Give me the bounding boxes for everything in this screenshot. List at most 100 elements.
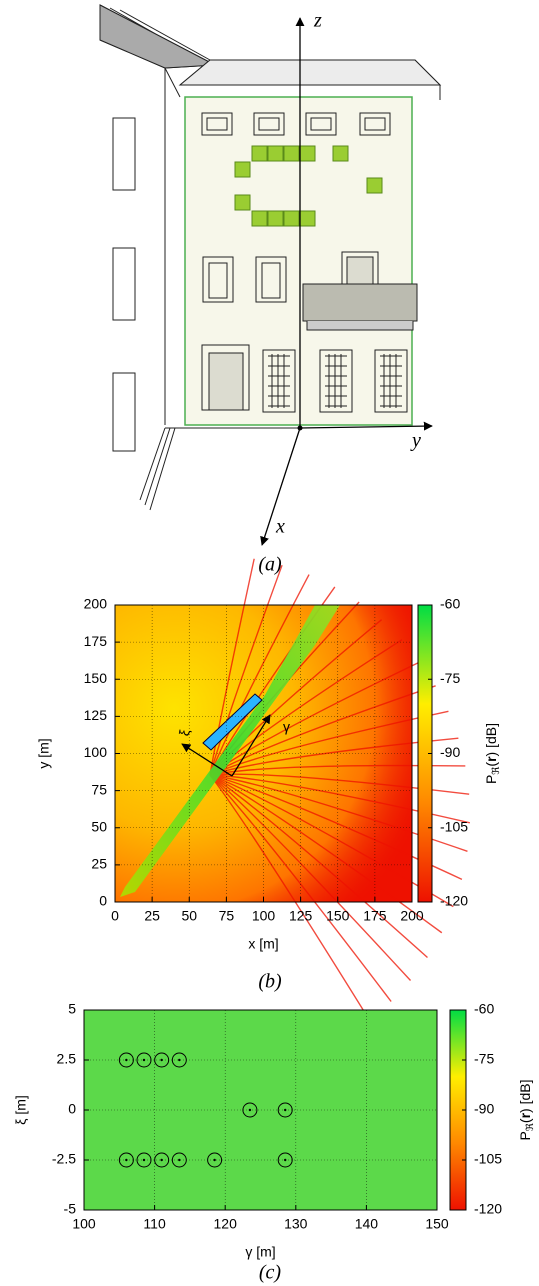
colorbar-tick-label: -90 [474,1101,494,1117]
y-tick-label: 100 [84,744,108,760]
x-tick-label: 25 [144,908,160,924]
label-part: [dB] [517,1079,533,1104]
label-part: ) [517,1104,533,1113]
marker-dot [142,1158,146,1162]
x-tick-label: 140 [355,1216,379,1232]
marker [136,1152,152,1168]
x-tick-label: 175 [363,908,387,924]
x-tick-label: 125 [289,908,313,924]
building-sketch [99,4,442,546]
y-tick-label: 200 [84,596,108,612]
x-tick-label: 75 [219,908,235,924]
annotation: γ [283,719,290,735]
marker [118,1052,134,1068]
y-tick-label: 150 [84,670,108,686]
marker-ring [136,1052,152,1068]
marker [171,1152,187,1168]
label-part: ) [483,748,499,757]
x-axis-label: x [m] [248,936,278,952]
marker [154,1052,170,1068]
plot-frame [114,604,413,903]
y-tick-label: 175 [84,633,108,649]
y-tick-label: 125 [84,707,108,723]
label-part: [dB] [483,723,499,748]
x-axis-label: γ [m] [245,1244,275,1260]
marker [207,1152,223,1168]
marker-dot [142,1058,146,1062]
fringe [209,710,449,776]
colorbar-tick-label: -105 [440,818,468,834]
y-axis-label: ξ [m] [13,1095,29,1125]
fringe [209,774,392,1002]
colorbar-tick-label: -60 [474,1001,494,1017]
fringe [209,774,428,959]
marker [136,1052,152,1068]
label-part: r [483,756,499,762]
marker-dot [248,1108,252,1112]
axis-label: y [410,430,421,452]
array-annotation [181,693,271,777]
fringe [209,564,283,776]
colorbar-tick-label: -75 [474,1051,494,1067]
label-part: P [517,1131,533,1140]
marker-ring [118,1052,134,1068]
marker-ring [207,1152,223,1168]
colorbar-tick-label: -120 [474,1201,502,1217]
y-tick-label: 75 [91,781,107,797]
label-part: r [517,1112,533,1118]
label-part: ℜ [525,1122,536,1131]
caption: (b) [258,971,282,993]
fringe [209,774,454,908]
x-tick-label: 130 [284,1216,308,1232]
plot-frame [83,1009,438,1211]
colorbar-tick-label: -60 [440,596,460,612]
colorbar-tick-label: -105 [474,1151,502,1167]
label-part: P [483,775,499,784]
y-tick-label: 50 [91,818,107,834]
x-tick-label: 150 [425,1216,449,1232]
marker-dot [213,1158,216,1162]
array-outline [202,693,263,751]
colorbar-tick-label: -120 [440,893,468,909]
fringe [209,774,463,880]
label-part: ( [483,762,499,767]
marker-ring [277,1152,293,1168]
y-tick-label: 0 [99,893,107,909]
x-tick-label: 100 [72,1216,96,1232]
marker-dot [160,1158,163,1162]
axis-label: x [275,516,285,538]
x-tick-label: 0 [111,908,119,924]
x-tick-label: 50 [181,908,197,924]
marker [118,1152,134,1168]
label-part: ℜ [491,766,502,775]
caption: (c) [259,1262,282,1284]
marker-ring [118,1152,134,1168]
y-tick-label: 25 [91,856,107,872]
x-tick-label: 120 [214,1216,238,1232]
fringe [209,774,412,981]
colorbar-label: Pℜ(r) [dB] [483,723,502,784]
fringe [209,774,371,1021]
marker [154,1152,170,1168]
marker-dot [178,1058,181,1062]
fringe [209,574,310,776]
marker-dot [284,1158,287,1162]
y-axis-label: y [m] [36,738,52,768]
label-part: ( [517,1118,533,1123]
x-tick-label: 110 [143,1216,166,1232]
marker-dot [125,1058,128,1062]
marker-ring [171,1052,187,1068]
caption: (a) [258,554,282,576]
fringe [209,558,255,776]
axis-xi [181,743,233,777]
marker-ring [242,1102,258,1118]
colorbar-tick-label: -90 [440,744,460,760]
x-tick-label: 100 [252,908,276,924]
marker-ring [277,1102,293,1118]
marker [277,1102,293,1118]
marker-dot [178,1158,181,1162]
annotation: ξ [176,728,193,737]
y-tick-label: -5 [64,1201,77,1217]
x-tick-label: 200 [400,908,424,924]
